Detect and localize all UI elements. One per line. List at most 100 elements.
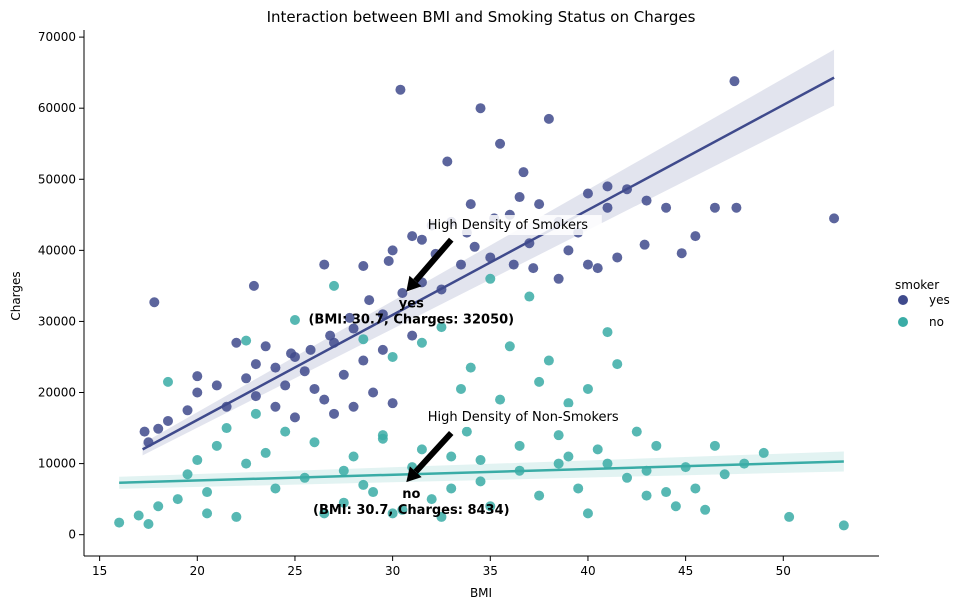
- data-point-no: [426, 494, 437, 505]
- data-point-no: [582, 508, 593, 519]
- data-point-no: [631, 426, 642, 437]
- data-point-no: [651, 440, 662, 451]
- data-point-no: [641, 490, 652, 501]
- data-point-no: [543, 355, 554, 366]
- data-point-yes: [442, 156, 453, 167]
- data-point-yes: [602, 181, 613, 192]
- data-point-no: [514, 440, 525, 451]
- annotation-label: High Density of Non-Smokers: [428, 410, 619, 425]
- data-point-no: [700, 504, 711, 515]
- data-point-yes: [192, 387, 203, 398]
- data-point-yes: [250, 391, 261, 402]
- data-point-yes: [248, 280, 259, 291]
- data-point-no: [133, 510, 144, 521]
- data-point-no: [319, 508, 330, 519]
- data-point-yes: [299, 366, 310, 377]
- data-point-yes: [553, 273, 564, 284]
- data-point-no: [397, 504, 408, 515]
- data-point-yes: [319, 394, 330, 405]
- data-point-yes: [325, 330, 336, 341]
- regression-line-no: [119, 460, 844, 485]
- chart-title: Interaction between BMI and Smoking Stat…: [267, 8, 696, 26]
- annotation-arrow-shaft: [413, 431, 454, 474]
- data-point-no: [719, 469, 730, 480]
- regression-band-yes: [142, 49, 835, 456]
- data-point-no: [202, 508, 213, 519]
- data-point-yes: [528, 263, 539, 274]
- data-point-no: [416, 337, 427, 348]
- data-point-yes: [508, 259, 519, 270]
- legend-marker-yes: [898, 295, 908, 305]
- data-point-yes: [358, 355, 369, 366]
- annotation-label-bg: [425, 215, 602, 236]
- data-point-no: [465, 362, 476, 373]
- data-point-no: [231, 511, 242, 522]
- legend-marker-no: [898, 317, 908, 327]
- data-point-yes: [407, 330, 418, 341]
- x-tick-label: 30: [385, 564, 400, 578]
- data-point-yes: [397, 288, 408, 298]
- data-point-no: [329, 280, 340, 291]
- annotation-point-coords: (BMI: 30.7, Charges: 8434): [313, 503, 510, 518]
- legend-label-yes: yes: [929, 293, 950, 307]
- x-tick-label: 50: [776, 564, 791, 578]
- data-point-no: [446, 483, 457, 494]
- data-point-no: [202, 487, 213, 498]
- data-point-yes: [602, 202, 613, 213]
- data-point-yes: [514, 192, 525, 203]
- data-point-no: [348, 451, 359, 462]
- data-point-no: [495, 394, 506, 405]
- annotation-point-coords: (BMI: 30.7, Charges: 32050): [308, 313, 514, 328]
- axes: 15 20 25 30 35 40 45 50 0 10000 20000 30000 40000 500…: [38, 30, 879, 578]
- data-point-no: [280, 426, 291, 437]
- data-point-no: [553, 458, 564, 469]
- data-point-yes: [153, 423, 164, 434]
- data-point-no: [436, 511, 447, 522]
- data-point-no: [172, 494, 183, 505]
- data-point-no: [143, 519, 154, 530]
- data-point-no: [358, 479, 369, 490]
- data-point-yes: [344, 312, 355, 323]
- data-point-no: [289, 315, 300, 326]
- data-point-no: [446, 451, 457, 462]
- data-point-no: [114, 517, 125, 528]
- data-point-yes: [289, 412, 300, 423]
- data-point-no: [661, 487, 672, 498]
- data-point-no: [455, 383, 466, 394]
- data-point-yes: [416, 234, 427, 245]
- y-tick-label: 0: [68, 528, 76, 542]
- data-point-no: [241, 458, 252, 469]
- data-point-no: [436, 322, 447, 333]
- data-point-yes: [465, 199, 476, 210]
- y-tick-label: 40000: [38, 243, 76, 257]
- data-point-no: [838, 520, 849, 531]
- y-tick-label: 10000: [38, 457, 76, 471]
- data-point-yes: [348, 323, 359, 334]
- data-point-yes: [612, 252, 623, 263]
- data-point-yes: [377, 309, 388, 320]
- data-point-yes: [543, 113, 554, 124]
- x-tick-label: 40: [580, 564, 595, 578]
- y-tick-label: 30000: [38, 314, 76, 328]
- annotation-label-bg: [425, 406, 634, 427]
- data-point-yes: [475, 103, 486, 114]
- data-point-yes: [661, 202, 672, 213]
- data-point-yes: [534, 199, 545, 210]
- data-point-no: [553, 430, 564, 441]
- data-point-yes: [329, 408, 340, 419]
- plot-area: [114, 49, 849, 531]
- legend-title: smoker: [895, 278, 939, 292]
- x-tick-label: 25: [287, 564, 302, 578]
- data-point-no: [475, 476, 486, 487]
- x-tick-label: 15: [92, 564, 107, 578]
- legend: smoker yes no: [895, 278, 950, 329]
- data-point-no: [709, 440, 720, 451]
- data-point-yes: [162, 415, 173, 426]
- data-point-yes: [241, 373, 252, 384]
- data-point-yes: [729, 76, 740, 87]
- data-point-yes: [338, 369, 349, 380]
- data-point-no: [524, 291, 535, 302]
- data-point-yes: [368, 387, 379, 398]
